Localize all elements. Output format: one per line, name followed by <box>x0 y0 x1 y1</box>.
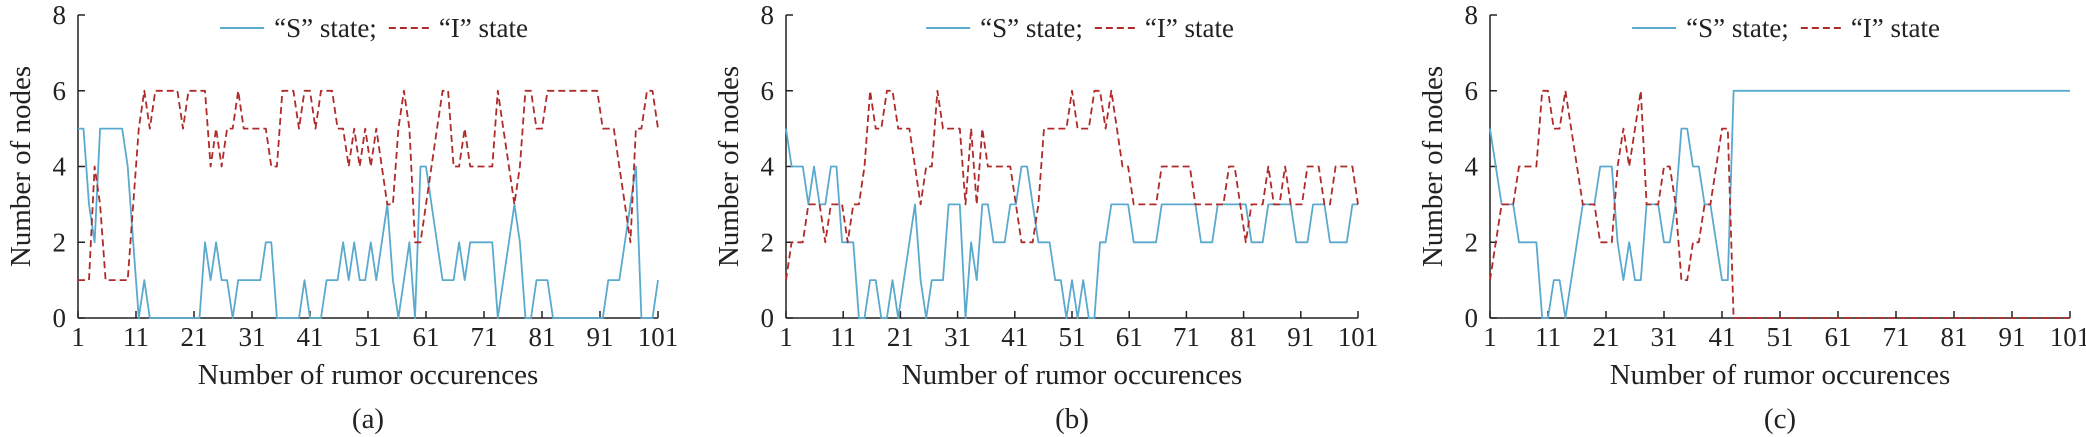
series-line-i-state <box>78 89 659 282</box>
y-tick-label: 4 <box>761 152 775 182</box>
series-line-i-state <box>1489 89 2070 319</box>
panel-label: (a) <box>352 403 384 435</box>
y-axis-label: Number of nodes <box>1417 66 1449 267</box>
series-line-s-state <box>78 127 659 319</box>
x-tick-label: 91 <box>587 322 614 352</box>
x-tick-label: 21 <box>181 322 208 352</box>
y-tick-label: 6 <box>53 76 67 106</box>
y-tick-label: 0 <box>53 303 67 333</box>
legend-label-s-state: “S” state; <box>980 13 1083 43</box>
x-tick-label: 11 <box>830 322 856 352</box>
y-tick-label: 0 <box>1465 303 1479 333</box>
legend-label-s-state: “S” state; <box>274 13 377 43</box>
x-tick-label: 51 <box>1767 322 1794 352</box>
y-tick-label: 2 <box>53 227 67 257</box>
y-tick-label: 0 <box>761 303 775 333</box>
x-tick-label: 81 <box>1230 322 1257 352</box>
x-tick-label: 21 <box>1593 322 1620 352</box>
y-tick-label: 6 <box>761 76 775 106</box>
x-tick-label: 71 <box>471 322 498 352</box>
legend-label-i-state: “I” state <box>1145 13 1234 43</box>
x-axis-label: Number of rumor occurences <box>902 359 1243 391</box>
x-tick-label: 41 <box>297 322 324 352</box>
x-tick-label: 31 <box>1651 322 1678 352</box>
x-tick-label: 81 <box>529 322 556 352</box>
x-tick-label: 101 <box>638 322 679 352</box>
x-tick-label: 51 <box>355 322 382 352</box>
x-tick-label: 101 <box>2050 322 2086 352</box>
y-tick-label: 8 <box>1465 0 1479 30</box>
x-tick-label: 1 <box>779 322 793 352</box>
series-line-s-state <box>1489 89 2070 319</box>
legend-label-i-state: “I” state <box>439 13 528 43</box>
x-tick-label: 41 <box>1001 322 1028 352</box>
y-tick-label: 2 <box>1465 227 1479 257</box>
x-tick-label: 91 <box>1999 322 2026 352</box>
y-tick-label: 8 <box>53 0 67 30</box>
x-tick-label: 91 <box>1287 322 1314 352</box>
series-line-s-state <box>785 128 1358 319</box>
x-tick-label: 71 <box>1173 322 1200 352</box>
x-tick-label: 31 <box>944 322 971 352</box>
x-axis-label: Number of rumor occurences <box>1610 359 1951 391</box>
y-tick-label: 4 <box>1465 152 1479 182</box>
x-tick-label: 51 <box>1059 322 1086 352</box>
x-tick-label: 81 <box>1941 322 1968 352</box>
y-tick-label: 4 <box>53 152 67 182</box>
y-tick-label: 6 <box>1465 76 1479 106</box>
x-tick-label: 71 <box>1883 322 1910 352</box>
series-line-i-state <box>785 89 1359 281</box>
x-tick-label: 31 <box>239 322 266 352</box>
x-axis-label: Number of rumor occurences <box>198 359 539 391</box>
x-tick-label: 101 <box>1338 322 1379 352</box>
x-tick-label: 11 <box>1535 322 1561 352</box>
legend-label-s-state: “S” state; <box>1686 13 1789 43</box>
x-tick-label: 61 <box>1825 322 1852 352</box>
y-axis-label: Number of nodes <box>5 66 37 267</box>
y-tick-label: 2 <box>761 227 775 257</box>
x-tick-label: 1 <box>71 322 85 352</box>
x-tick-label: 41 <box>1709 322 1736 352</box>
panel-label: (b) <box>1055 403 1089 435</box>
x-tick-label: 61 <box>413 322 440 352</box>
y-tick-label: 8 <box>761 0 775 30</box>
x-tick-label: 61 <box>1116 322 1143 352</box>
x-tick-label: 21 <box>887 322 914 352</box>
x-tick-label: 11 <box>123 322 149 352</box>
legend-label-i-state: “I” state <box>1851 13 1940 43</box>
x-tick-label: 1 <box>1483 322 1497 352</box>
y-axis-label: Number of nodes <box>713 66 745 267</box>
panel-label: (c) <box>1764 403 1796 435</box>
